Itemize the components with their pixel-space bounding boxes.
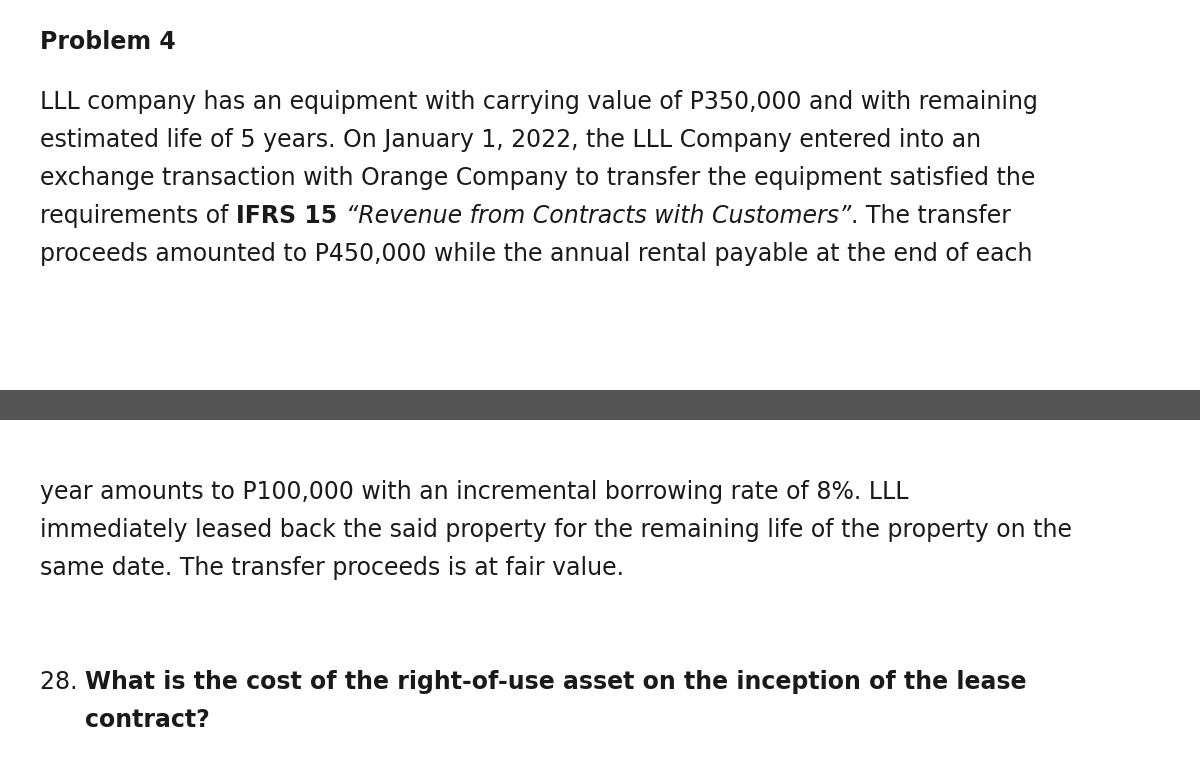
Text: proceeds amounted to P450,000 while the annual rental payable at the end of each: proceeds amounted to P450,000 while the … — [40, 242, 1032, 266]
Text: LLL company has an equipment with carrying value of P350,000 and with remaining: LLL company has an equipment with carryi… — [40, 90, 1038, 114]
Text: requirements of: requirements of — [40, 204, 236, 228]
Text: year amounts to P100,000 with an incremental borrowing rate of 8%. LLL: year amounts to P100,000 with an increme… — [40, 480, 908, 504]
Text: immediately leased back the said property for the remaining life of the property: immediately leased back the said propert… — [40, 518, 1072, 542]
Text: same date. The transfer proceeds is at fair value.: same date. The transfer proceeds is at f… — [40, 556, 624, 580]
Bar — [0, 390, 1200, 420]
Text: 28.: 28. — [40, 670, 85, 694]
Text: “Revenue from Contracts with Customers”: “Revenue from Contracts with Customers” — [346, 204, 851, 228]
Text: What is the cost of the right-of-use asset on the inception of the lease: What is the cost of the right-of-use ass… — [85, 670, 1026, 694]
Text: contract?: contract? — [85, 708, 210, 732]
Text: . The transfer: . The transfer — [851, 204, 1010, 228]
Text: Problem 4: Problem 4 — [40, 30, 175, 54]
Text: estimated life of 5 years. On January 1, 2022, the LLL Company entered into an: estimated life of 5 years. On January 1,… — [40, 128, 982, 152]
Text: exchange transaction with Orange Company to transfer the equipment satisfied the: exchange transaction with Orange Company… — [40, 166, 1036, 190]
Text: IFRS 15: IFRS 15 — [236, 204, 346, 228]
